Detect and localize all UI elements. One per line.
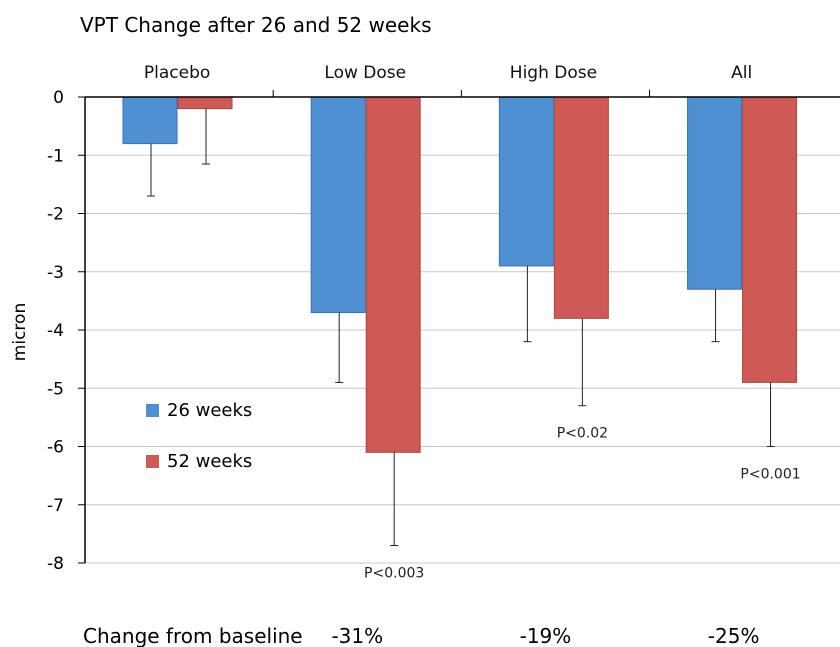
legend-swatch [146,455,159,468]
change-from-baseline-label: Change from baseline [83,624,303,647]
category-label: High Dose [510,63,597,83]
bar-26-weeks-placebo [122,96,178,145]
y-tick-label: -3 [47,263,64,283]
bar-26-weeks-all [687,96,743,290]
change-value: -25% [708,624,760,647]
category-label: Placebo [144,63,210,83]
y-tick-label: 0 [53,88,64,108]
y-tick-label: -4 [47,321,64,341]
y-tick-label: -2 [47,205,64,225]
y-tick-label: -6 [47,438,64,458]
y-tick-label: -1 [47,146,64,166]
bar-52-weeks-low-dose [365,96,421,453]
change-values: -31% -19% -25% [331,624,759,647]
legend-label: 26 weeks [167,400,252,421]
bar-26-weeks-high-dose [498,96,554,267]
change-value: -31% [331,624,383,647]
change-value: -19% [520,624,572,647]
category-labels: Placebo Low Dose High Dose All [144,63,752,83]
p-value-label: P<0.003 [364,566,424,582]
p-value-label: P<0.02 [557,426,608,442]
bar-52-weeks-high-dose [553,96,609,319]
legend: 26 weeks 52 weeks [146,400,252,472]
legend-swatch [146,404,159,417]
p-value-label: P<0.001 [740,467,800,483]
y-tick-label: -7 [47,496,64,516]
bar-52-weeks-all [742,96,798,383]
y-axis-label: micron [10,303,30,361]
category-label: Low Dose [324,63,406,83]
gridlines [85,154,840,564]
p-value-labels: P<0.003 P<0.02 P<0.001 [364,426,801,582]
bars [122,96,798,547]
y-ticks: 0 -1 -2 -3 -4 -5 -6 -7 -8 [47,88,85,574]
y-tick-label: -5 [47,379,64,399]
category-label: All [731,63,752,83]
bar-26-weeks-low-dose [310,96,366,314]
legend-label: 52 weeks [167,451,252,472]
bar-52-weeks-placebo [177,96,233,110]
chart-title: VPT Change after 26 and 52 weeks [80,13,431,37]
y-tick-label: -8 [47,554,64,574]
